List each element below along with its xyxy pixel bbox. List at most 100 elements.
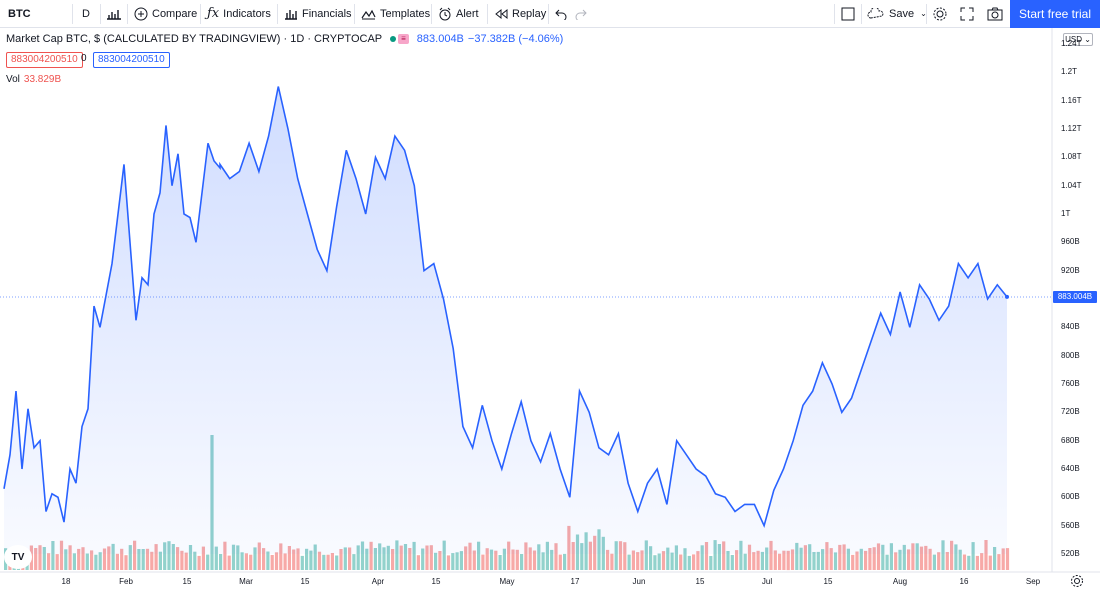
volume-bar xyxy=(735,550,739,570)
volume-bar xyxy=(94,554,98,570)
last-price-dot xyxy=(1005,294,1009,299)
redo-button[interactable] xyxy=(575,0,591,27)
volume-bar xyxy=(128,545,132,570)
axis-settings-button[interactable] xyxy=(1070,574,1084,593)
volume-bar xyxy=(722,541,726,570)
volume-bar xyxy=(98,552,102,570)
volume-bar xyxy=(167,541,171,570)
volume-bar xyxy=(803,545,807,570)
volume-bar xyxy=(210,435,214,570)
financials-label: Financials xyxy=(302,7,352,20)
volume-bar xyxy=(636,552,640,570)
volume-bar xyxy=(81,547,85,570)
volume-bar xyxy=(455,552,459,570)
volume-bar xyxy=(42,547,46,570)
volume-bar xyxy=(481,554,485,570)
undo-button[interactable] xyxy=(555,0,571,27)
volume-bar xyxy=(236,545,240,570)
time-axis-label: 17 xyxy=(570,577,580,586)
volume-bar xyxy=(1005,548,1010,570)
symbol-search[interactable]: BTC xyxy=(8,7,31,20)
volume-bar xyxy=(950,540,954,570)
undo-icon xyxy=(555,8,567,20)
financials-button[interactable]: Financials xyxy=(284,0,352,27)
volume-bar xyxy=(102,548,107,570)
price-line xyxy=(3,86,1008,529)
replay-button[interactable]: Replay xyxy=(494,0,546,27)
volume-bar xyxy=(782,550,786,570)
currency-selector[interactable]: USD ⌄ xyxy=(1063,33,1093,46)
chevron-down-icon: ⌄ xyxy=(920,9,927,18)
volume-bar xyxy=(343,547,347,570)
volume-bar xyxy=(124,555,128,570)
alert-button[interactable]: Alert xyxy=(438,0,479,27)
volume-bar xyxy=(257,542,261,570)
volume-bar xyxy=(558,554,562,570)
start-free-trial-button[interactable]: Start free trial xyxy=(1010,0,1100,28)
settings-button[interactable] xyxy=(932,0,952,27)
volume-bar xyxy=(163,542,167,570)
top-toolbar: BTC D Compare ƒx Indicators Financials T… xyxy=(0,0,1100,28)
volume-bar xyxy=(111,543,115,570)
volume-bar xyxy=(808,544,812,570)
fullscreen-button[interactable] xyxy=(960,0,978,27)
price-axis-label: 1T xyxy=(1061,209,1071,218)
volume-bar xyxy=(623,542,627,570)
volume-bar xyxy=(133,540,137,570)
status-dot-icon xyxy=(390,36,397,42)
volume-bar xyxy=(984,540,988,570)
volume-bar xyxy=(451,553,455,570)
volume-bar xyxy=(937,552,941,570)
layout-button[interactable] xyxy=(841,0,859,27)
chart-type-button[interactable] xyxy=(106,0,126,27)
volume-bar xyxy=(446,555,451,570)
templates-button[interactable]: Templates xyxy=(361,0,430,27)
snapshot-button[interactable] xyxy=(987,0,1007,27)
compare-button[interactable]: Compare xyxy=(134,0,197,27)
tradingview-logo[interactable]: TV xyxy=(4,545,32,569)
volume-bar xyxy=(214,546,218,570)
volume-bar xyxy=(902,544,906,570)
volume-bar xyxy=(300,555,304,570)
volume-bar xyxy=(631,550,635,570)
volume-bar xyxy=(55,554,59,570)
volume-bar xyxy=(274,552,279,570)
volume-bar xyxy=(606,549,610,570)
volume-bar xyxy=(743,553,747,570)
volume-bar xyxy=(330,553,334,570)
price-axis-label: 720B xyxy=(1061,407,1080,417)
volume-bar xyxy=(507,541,511,570)
volume-bar xyxy=(915,543,919,570)
volume-bar xyxy=(489,549,494,570)
volume-bar xyxy=(752,552,756,570)
volume-bar xyxy=(846,548,850,570)
volume-bar xyxy=(975,555,979,570)
volume-bar xyxy=(700,545,704,570)
save-button[interactable]: Save ⌄ xyxy=(867,0,927,27)
volume-bar xyxy=(653,555,657,570)
time-axis-label: Sep xyxy=(1025,577,1041,586)
volume-bar xyxy=(502,548,506,570)
indicators-button[interactable]: ƒx Indicators xyxy=(207,0,271,27)
volume-bar xyxy=(988,555,992,570)
legend-change: −37.382B (−4.06%) xyxy=(467,33,564,45)
volume-bar xyxy=(932,554,936,570)
price-axis-label: 1.08T xyxy=(1061,152,1082,162)
volume-bar xyxy=(588,541,592,570)
volume-bar xyxy=(227,555,231,570)
volume-bar xyxy=(795,542,799,570)
cloud-icon xyxy=(867,7,885,20)
volume-bar xyxy=(842,544,846,570)
interval-button[interactable]: D xyxy=(82,7,90,20)
volume-bar xyxy=(580,543,584,570)
volume-bar xyxy=(266,551,270,570)
volume-bar xyxy=(868,548,872,570)
volume-legend: Vol 33.829B xyxy=(6,74,62,85)
volume-bar xyxy=(769,540,773,570)
volume-bar xyxy=(317,551,322,570)
price-input-2[interactable]: 883004200510 xyxy=(93,52,170,68)
volume-bar xyxy=(649,546,653,570)
price-input-1[interactable]: 883004200510 xyxy=(6,52,83,68)
volume-bar xyxy=(919,546,924,570)
